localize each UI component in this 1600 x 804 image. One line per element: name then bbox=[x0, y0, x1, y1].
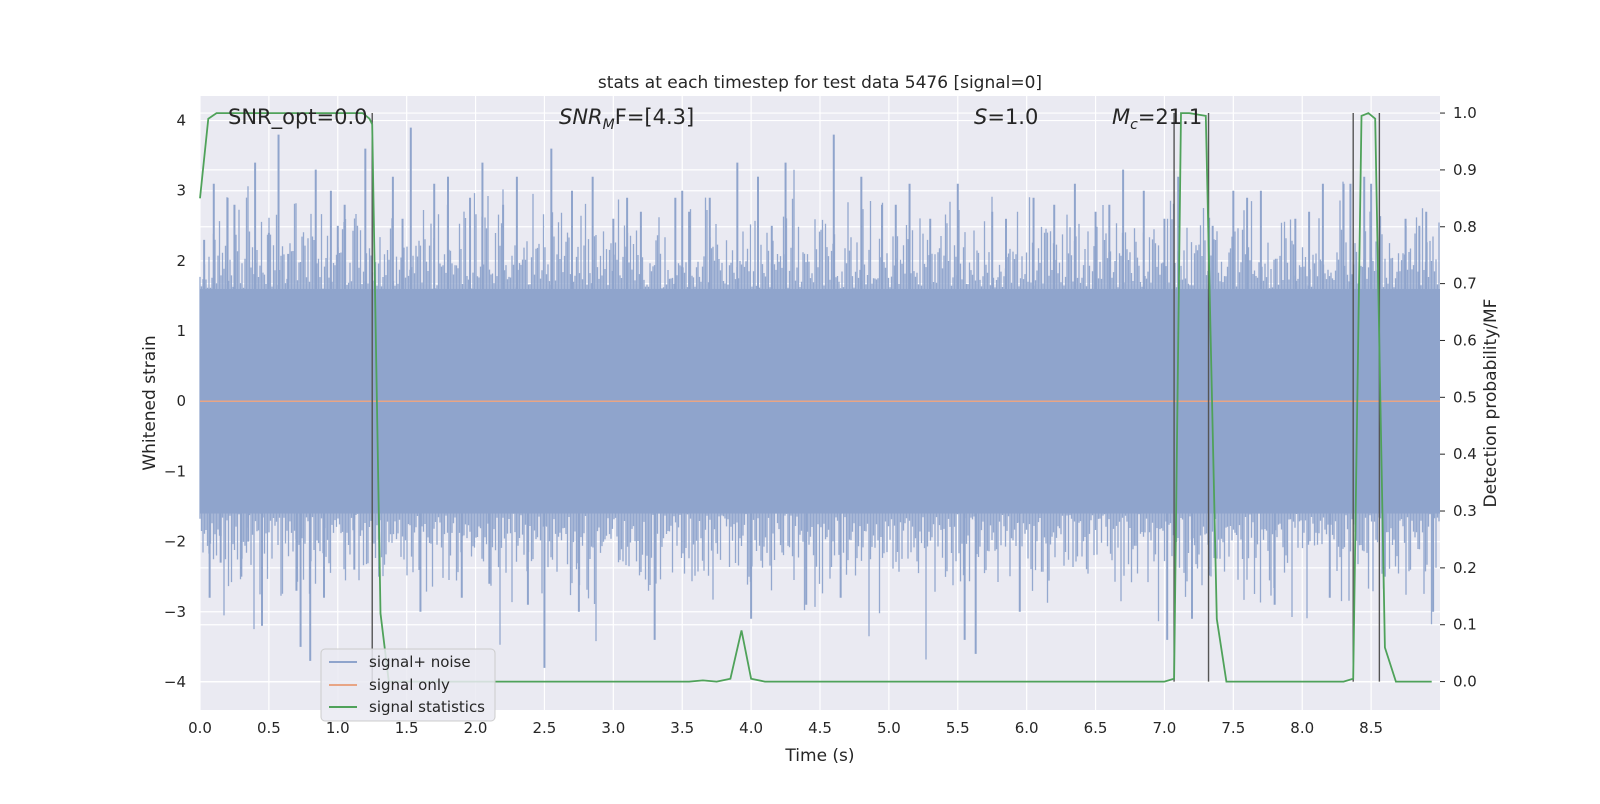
chart-title: stats at each timestep for test data 547… bbox=[598, 73, 1042, 93]
x-tick-label: 3.0 bbox=[601, 719, 625, 737]
y-right-tick-label: 1.0 bbox=[1453, 104, 1477, 122]
y-left-tick-label: −4 bbox=[164, 673, 186, 691]
x-tick-label: 3.5 bbox=[670, 719, 694, 737]
y-right-tick-label: 0.5 bbox=[1453, 388, 1477, 406]
y-axis-label-right: Detection probability/MF bbox=[1481, 299, 1501, 508]
annotation-snr-mf-sub: M bbox=[603, 117, 615, 133]
annotation-snr-mf: SNRMF=[4.3] bbox=[559, 105, 694, 133]
y-right-tick-label: 0.6 bbox=[1453, 331, 1477, 349]
x-tick-label: 5.0 bbox=[877, 719, 901, 737]
x-tick-label: 0.5 bbox=[257, 719, 281, 737]
y-right-tick-label: 0.7 bbox=[1453, 275, 1477, 293]
x-tick-label: 2.5 bbox=[533, 719, 557, 737]
y-left-tick-label: 2 bbox=[176, 252, 186, 270]
x-tick-label: 6.5 bbox=[1084, 719, 1108, 737]
annotation-snr-opt: SNR_opt=0.0 bbox=[228, 105, 368, 130]
y-axis-label-left: Whitened strain bbox=[140, 335, 160, 470]
x-tick-label: 0.0 bbox=[188, 719, 212, 737]
y-left-tick-label: 3 bbox=[176, 182, 186, 200]
y-right-tick-label: 0.4 bbox=[1453, 445, 1477, 463]
x-tick-label: 4.5 bbox=[808, 719, 832, 737]
annotation-mc-rest: =21.1 bbox=[1138, 105, 1202, 129]
annotation-s-italic: S bbox=[974, 105, 987, 129]
legend: signal+ noise signal only signal statist… bbox=[320, 648, 496, 722]
x-tick-label: 8.5 bbox=[1359, 719, 1383, 737]
x-tick-label: 4.0 bbox=[739, 719, 763, 737]
y-left-tick-label: 4 bbox=[176, 112, 186, 130]
annotation-mc-italic: M bbox=[1112, 105, 1130, 129]
y-right-tick-label: 0.3 bbox=[1453, 502, 1477, 520]
x-tick-label: 7.0 bbox=[1153, 719, 1177, 737]
x-tick-label: 7.5 bbox=[1221, 719, 1245, 737]
legend-label-noise: signal+ noise bbox=[369, 653, 471, 671]
y-left-tick-label: 1 bbox=[176, 322, 186, 340]
y-right-tick-label: 0.2 bbox=[1453, 559, 1477, 577]
y-right-tick-label: 0.1 bbox=[1453, 616, 1477, 634]
legend-label-statistics: signal statistics bbox=[369, 698, 485, 716]
legend-label-signal: signal only bbox=[369, 676, 450, 694]
annotation-s: S=1.0 bbox=[974, 105, 1038, 129]
annotation-mc: Mc=21.1 bbox=[1112, 105, 1202, 133]
x-tick-label: 6.0 bbox=[1015, 719, 1039, 737]
tick-layer: 0.0 0.5 1.0 1.5 2.0 2.5 3.0 3.5 4.0 4.5 5.0 5.5 6.0 6… bbox=[164, 104, 1477, 737]
x-tick-label: 1.0 bbox=[326, 719, 350, 737]
x-tick-label: 8.0 bbox=[1290, 719, 1314, 737]
signal-statistics-line bbox=[199, 112, 1432, 683]
annotation-s-rest: =1.0 bbox=[987, 105, 1038, 129]
marker-layer bbox=[199, 112, 1432, 683]
x-tick-label: 5.5 bbox=[946, 719, 970, 737]
x-axis-label: Time (s) bbox=[784, 746, 854, 766]
y-left-tick-label: −2 bbox=[164, 533, 186, 551]
y-left-tick-label: −1 bbox=[164, 462, 186, 480]
legend-box bbox=[320, 648, 496, 722]
annotation-snr-mf-italic: SNR bbox=[559, 105, 603, 129]
annotation-mc-sub: c bbox=[1130, 117, 1138, 133]
y-right-tick-label: 0.0 bbox=[1453, 673, 1477, 691]
x-tick-label: 2.0 bbox=[464, 719, 488, 737]
x-tick-label: 1.5 bbox=[395, 719, 419, 737]
y-right-tick-label: 0.9 bbox=[1453, 161, 1477, 179]
y-left-tick-label: 0 bbox=[176, 392, 186, 410]
y-left-tick-label: −3 bbox=[164, 603, 186, 621]
y-right-tick-label: 0.8 bbox=[1453, 218, 1477, 236]
annotation-snr-mf-rest: F=[4.3] bbox=[615, 105, 694, 129]
